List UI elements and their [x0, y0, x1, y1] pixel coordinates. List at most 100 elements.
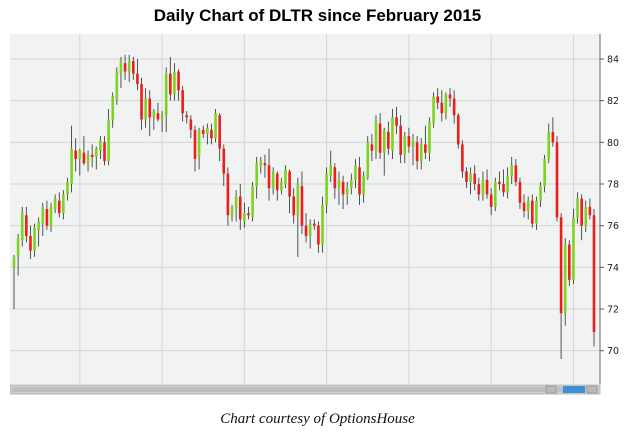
candle-body-up	[374, 121, 378, 151]
candle-body-down	[530, 200, 534, 224]
candle-body-down	[169, 73, 172, 95]
candle-body-down	[522, 202, 526, 212]
candle-body-up	[539, 186, 542, 201]
candle-body-down	[57, 200, 61, 214]
candle-body-up	[382, 129, 386, 153]
candle-body-up	[419, 144, 423, 162]
candle-body-down	[341, 181, 345, 195]
candle-body-up	[94, 148, 98, 157]
candle-body-down	[177, 71, 180, 91]
candle-body-up	[337, 179, 341, 189]
candle-body-down	[588, 206, 592, 216]
candle-body-down	[559, 217, 563, 314]
candle-body-down	[103, 142, 106, 162]
candle-body-up	[321, 204, 324, 245]
candle-body-up	[563, 244, 567, 314]
candle-body-down	[131, 61, 135, 74]
candle-body-up	[206, 127, 209, 134]
candle-body-up	[366, 142, 370, 178]
chart-credit: Chart courtesy of OptionsHouse	[220, 411, 415, 427]
candle-body-up	[119, 61, 123, 74]
y-tick-label: 70	[607, 346, 619, 357]
candle-body-up	[350, 179, 353, 189]
candle-body-down	[288, 171, 291, 197]
candle-body-up	[469, 173, 472, 182]
scrollbar-left-handle[interactable]	[545, 385, 557, 394]
candle-body-down	[436, 96, 439, 103]
candle-body-up	[20, 213, 24, 241]
candle-body-up	[111, 96, 115, 120]
candle-body-up	[70, 148, 73, 184]
candle-body-down	[74, 150, 78, 159]
candle-body-down	[25, 215, 28, 237]
candle-body-up	[345, 188, 349, 195]
candle-body-down	[189, 119, 193, 130]
candle-body-up	[259, 161, 263, 166]
scrollbar[interactable]	[10, 384, 601, 395]
y-tick-label: 84	[607, 55, 619, 66]
candle-body-up	[214, 113, 217, 139]
candle-body-up	[325, 173, 328, 205]
candle-body-down	[181, 90, 184, 114]
candle-body-up	[99, 140, 102, 151]
candle-body-down	[370, 144, 374, 151]
candle-body-down	[502, 184, 505, 193]
plot-background	[10, 34, 600, 384]
scrollbar-thumb[interactable]	[12, 387, 598, 392]
candle-body-down	[407, 136, 411, 147]
candle-body-up	[296, 184, 300, 216]
candle-body-up	[506, 175, 509, 193]
candle-body-up	[432, 96, 435, 124]
candle-body-down	[312, 223, 316, 226]
candle-body-up	[37, 221, 40, 230]
candle-body-up	[547, 131, 551, 159]
candle-body-down	[300, 186, 304, 226]
candle-body-down	[292, 196, 296, 216]
candle-body-up	[49, 206, 53, 226]
candle-body-down	[29, 236, 32, 251]
candle-body-down	[210, 129, 213, 139]
candle-body-down	[555, 142, 559, 218]
candle-body-down	[304, 225, 308, 237]
candle-body-up	[354, 165, 357, 180]
candle-body-up	[197, 129, 201, 157]
candle-body-up	[329, 165, 333, 176]
candle-body-up	[62, 194, 65, 214]
candle-body-up	[510, 165, 514, 176]
candle-body-up	[53, 198, 57, 209]
scrollbar-right-handle[interactable]	[586, 385, 598, 394]
candle-body-down	[185, 115, 189, 118]
candlestick-chart: 7072747678808284Mar 15Apr 15May 15Jun 15…	[10, 34, 619, 395]
candle-body-up	[280, 181, 283, 191]
candle-body-down	[387, 131, 390, 149]
candle-body-up	[444, 94, 448, 114]
candle-body-down	[580, 198, 583, 226]
axes: 7072747678808284Mar 15Apr 15May 15Jun 15…	[599, 34, 619, 384]
scrollbar-range-marker[interactable]	[563, 386, 585, 393]
candle-body-down	[218, 115, 221, 149]
candle-body-up	[160, 115, 164, 120]
candle-body-up	[391, 117, 394, 151]
candle-body-down	[568, 244, 571, 280]
candle-body-up	[308, 223, 312, 237]
candle-body-down	[551, 131, 555, 143]
candle-body-down	[514, 165, 518, 182]
chart-title: Daily Chart of DLTR since February 2015	[153, 6, 482, 25]
plot-area	[10, 34, 600, 384]
candle-body-down	[238, 196, 242, 220]
candle-body-up	[481, 179, 485, 195]
candle-body-up	[33, 227, 36, 251]
candle-body-down	[415, 142, 419, 162]
candle-body-up	[572, 217, 575, 280]
candle-body-up	[535, 200, 538, 224]
candle-body-down	[461, 144, 464, 172]
candle-body-down	[267, 165, 271, 189]
candles	[12, 54, 596, 359]
candle-body-up	[16, 238, 20, 257]
candle-body-down	[399, 125, 402, 155]
y-tick-label: 78	[607, 180, 619, 191]
candle-body-down	[148, 98, 152, 118]
candle-body-down	[448, 94, 452, 99]
candle-body-up	[411, 140, 415, 147]
candle-body-up	[251, 186, 254, 218]
